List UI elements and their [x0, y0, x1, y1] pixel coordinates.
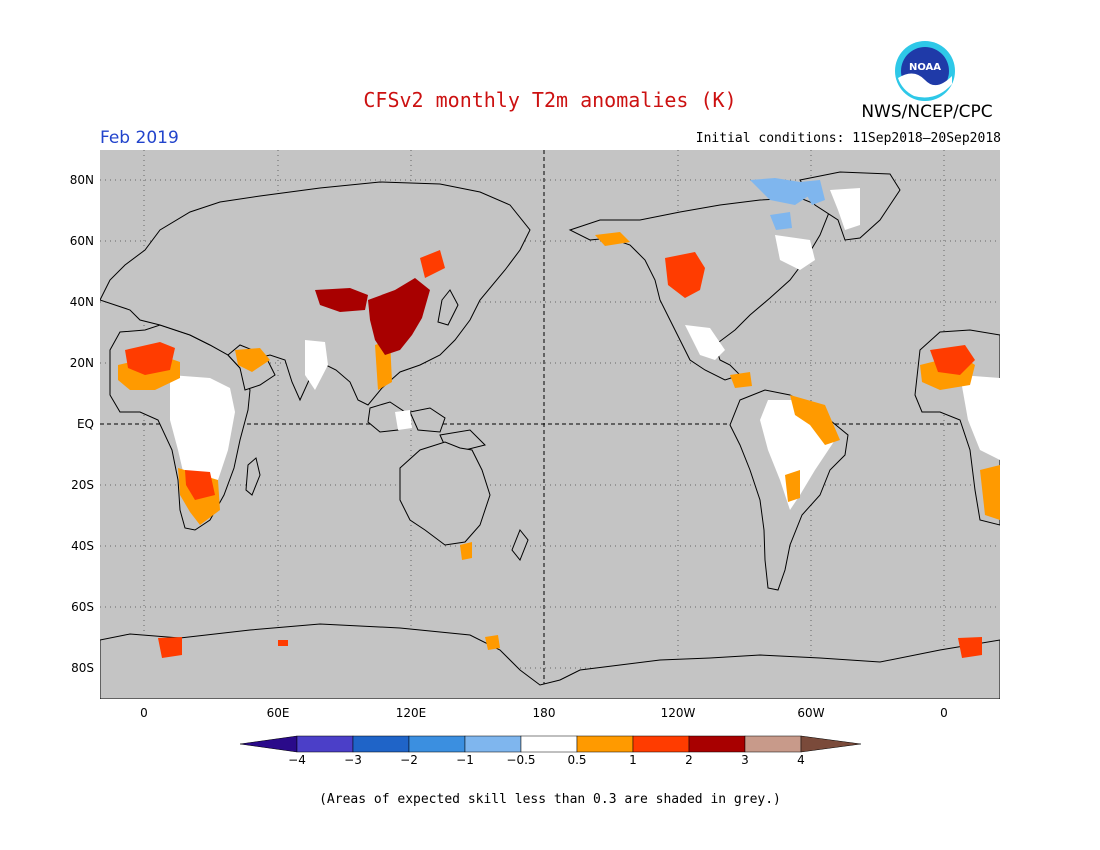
initial-conditions: Initial conditions: 11Sep2018–20Sep2018: [695, 131, 1001, 146]
colorbar-arrow-high: [800, 735, 862, 753]
chart-title: CFSv2 monthly T2m anomalies (K): [363, 88, 737, 112]
equator-dateline: [100, 150, 1000, 699]
lon-label: 180: [532, 706, 556, 720]
colorbar-label: −0.5: [506, 753, 536, 767]
lat-label: 20N: [69, 356, 94, 370]
colorbar-label: −2: [400, 753, 418, 767]
warm2-anomalies: [125, 250, 982, 658]
lat-label: 80S: [71, 661, 94, 675]
forecast-month: Feb 2019: [100, 128, 179, 148]
colorbar-label: −1: [456, 753, 474, 767]
footnote: (Areas of expected skill less than 0.3 a…: [319, 792, 781, 807]
colorbar-swatch: [408, 735, 466, 753]
lat-label: 80N: [69, 173, 94, 187]
colorbar-label: −3: [344, 753, 362, 767]
lat-label: 60N: [69, 234, 94, 248]
lat-label: EQ: [76, 417, 94, 431]
colorbar-swatch: [296, 735, 354, 753]
anomaly-map: [100, 150, 1000, 699]
colorbar-label: 1: [629, 753, 637, 767]
colorbar-label: 0.5: [567, 753, 587, 767]
colorbar-label: 4: [797, 753, 805, 767]
colorbar-swatch: [352, 735, 410, 753]
lat-label: 60S: [71, 600, 94, 614]
lon-label: 120E: [395, 706, 427, 720]
colorbar-swatch: [632, 735, 690, 753]
colorbar-swatch: [464, 735, 522, 753]
cool-anomalies: [750, 178, 825, 230]
colorbar-label: −4: [288, 753, 306, 767]
lon-label: 0: [940, 706, 948, 720]
lat-label: 40S: [71, 539, 94, 553]
agency-label: NWS/NCEP/CPC: [861, 102, 993, 122]
warm3-anomalies: [315, 278, 430, 355]
colorbar-swatch: [744, 735, 802, 753]
noaa-logo: NOAA: [895, 41, 955, 101]
lon-label: 60E: [266, 706, 290, 720]
colorbar-swatch: [520, 735, 578, 753]
colorbar-swatch: [688, 735, 746, 753]
lat-label: 40N: [69, 295, 94, 309]
lon-label: 0: [140, 706, 148, 720]
neutral-areas: [170, 188, 1000, 510]
noaa-logo-text: NOAA: [909, 62, 941, 73]
colorbar-swatch: [576, 735, 634, 753]
lat-label: 20S: [71, 478, 94, 492]
colorbar-label: 2: [685, 753, 693, 767]
lon-label: 120W: [660, 706, 696, 720]
colorbar: [240, 735, 862, 753]
colorbar-label: 3: [741, 753, 749, 767]
lon-label: 60W: [797, 706, 825, 720]
colorbar-arrow-low: [240, 735, 298, 753]
